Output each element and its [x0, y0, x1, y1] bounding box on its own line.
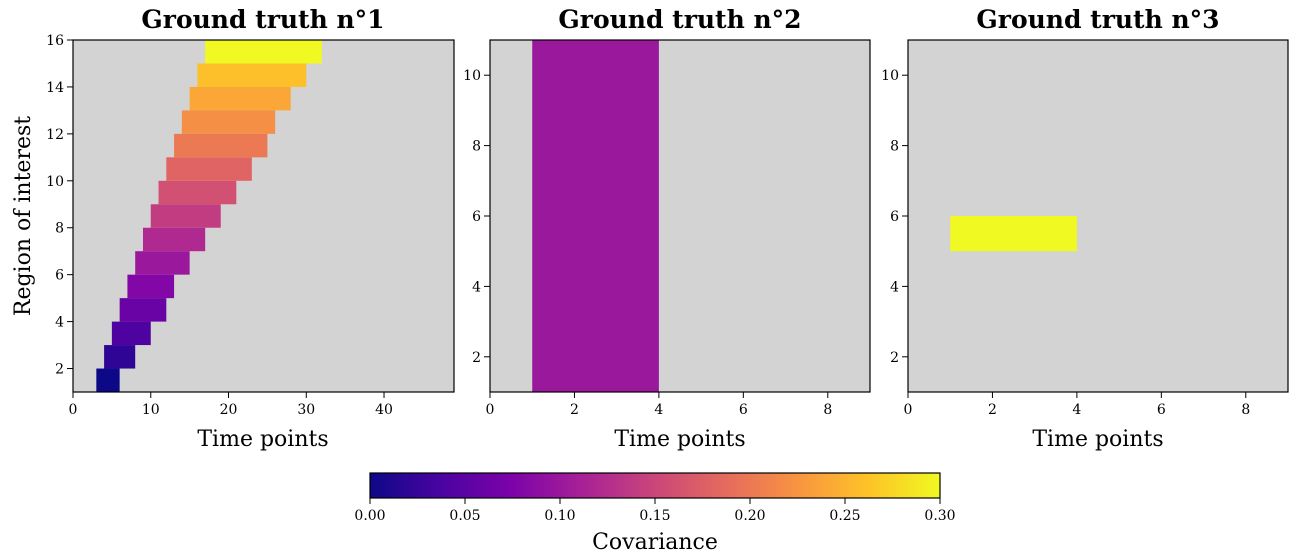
panel-ground-truth-3: Ground truth n°3 Time points 0 2 4 6 8 2 4 6 8 10 [881, 5, 1289, 452]
chart-title: Ground truth n°2 [558, 5, 801, 34]
x-tick-label: 0 [69, 402, 78, 418]
y-tick-label: 10 [46, 174, 64, 190]
heatmap-cell [119, 298, 167, 322]
colorbar-label: Covariance [592, 530, 718, 555]
x-tick-label: 10 [142, 402, 160, 418]
panel-ground-truth-2: Ground truth n°2 Time points 0 2 4 6 8 2 4 6 8 10 [463, 5, 871, 452]
y-tick-label: 2 [890, 350, 899, 366]
x-tick-label: 40 [375, 402, 393, 418]
panel-ground-truth-1: Ground truth n°1 Time points Region of i… [11, 5, 455, 452]
chart-title: Ground truth n°3 [976, 5, 1219, 34]
heatmap-cell [127, 274, 175, 299]
heatmap-cell [150, 204, 221, 228]
y-tick-label: 6 [890, 209, 899, 225]
y-tick-label: 12 [46, 127, 64, 143]
y-tick-label: 10 [881, 68, 899, 84]
heatmap-cell [197, 63, 307, 87]
x-tick-label: 6 [1157, 402, 1166, 418]
colorbar: Covariance 0.00 0.05 0.10 0.15 0.20 0.25 0.30 [354, 472, 956, 555]
x-tick-label: 4 [654, 402, 663, 418]
x-tick-label: 8 [1241, 402, 1250, 418]
y-tick-label: 8 [55, 221, 64, 237]
colorbar-tick-label: 0.10 [544, 508, 575, 524]
y-tick-label: 10 [463, 68, 481, 84]
y-tick-label: 2 [472, 350, 481, 366]
x-tick-label: 4 [1072, 402, 1081, 418]
plot-frame [72, 39, 455, 393]
y-tick-label: 4 [472, 279, 481, 295]
chart-title: Ground truth n°1 [141, 5, 384, 34]
y-tick-label: 16 [46, 33, 64, 49]
x-tick-label: 6 [739, 402, 748, 418]
heatmap-cell [96, 368, 120, 392]
heatmap-cell [142, 227, 206, 252]
y-tick-label: 2 [55, 362, 64, 378]
colorbar-tick-label: 0.15 [639, 508, 670, 524]
colorbar-tick-label: 0.20 [734, 508, 765, 524]
y-tick-label: 8 [890, 139, 899, 155]
heatmap-cell [205, 40, 322, 64]
x-axis-label: Time points [614, 427, 745, 452]
heatmap-cell [181, 110, 276, 134]
x-axis-label: Time points [197, 427, 328, 452]
colorbar-gradient [369, 472, 941, 499]
x-tick-label: 2 [988, 402, 997, 418]
y-tick-label: 4 [55, 315, 64, 331]
x-tick-label: 20 [220, 402, 238, 418]
colorbar-tick-label: 0.30 [924, 508, 955, 524]
y-tick-label: 8 [472, 139, 481, 155]
heatmap-cell [189, 86, 291, 111]
heatmap-cell [111, 321, 151, 346]
x-tick-label: 0 [486, 402, 495, 418]
heatmap-cell [135, 251, 190, 275]
x-tick-label: 0 [904, 402, 913, 418]
y-tick-label: 6 [55, 268, 64, 284]
heatmap-cell [950, 216, 1077, 252]
y-axis-label: Region of interest [11, 116, 36, 316]
heatmap-cell [166, 157, 252, 181]
colorbar-tick-label: 0.00 [354, 508, 385, 524]
colorbar-tick-label: 0.25 [829, 508, 860, 524]
x-tick-label: 8 [823, 402, 832, 418]
x-tick-label: 30 [297, 402, 315, 418]
colorbar-tick-label: 0.05 [449, 508, 480, 524]
heatmap-cell [158, 180, 237, 205]
heatmap-cell [174, 133, 268, 158]
y-tick-label: 14 [46, 80, 64, 96]
y-tick-label: 6 [472, 209, 481, 225]
y-tick-label: 4 [890, 279, 899, 295]
x-tick-label: 2 [570, 402, 579, 418]
x-axis-label: Time points [1032, 427, 1163, 452]
heatmap-cell [532, 40, 659, 392]
heatmap-cell [104, 345, 136, 369]
